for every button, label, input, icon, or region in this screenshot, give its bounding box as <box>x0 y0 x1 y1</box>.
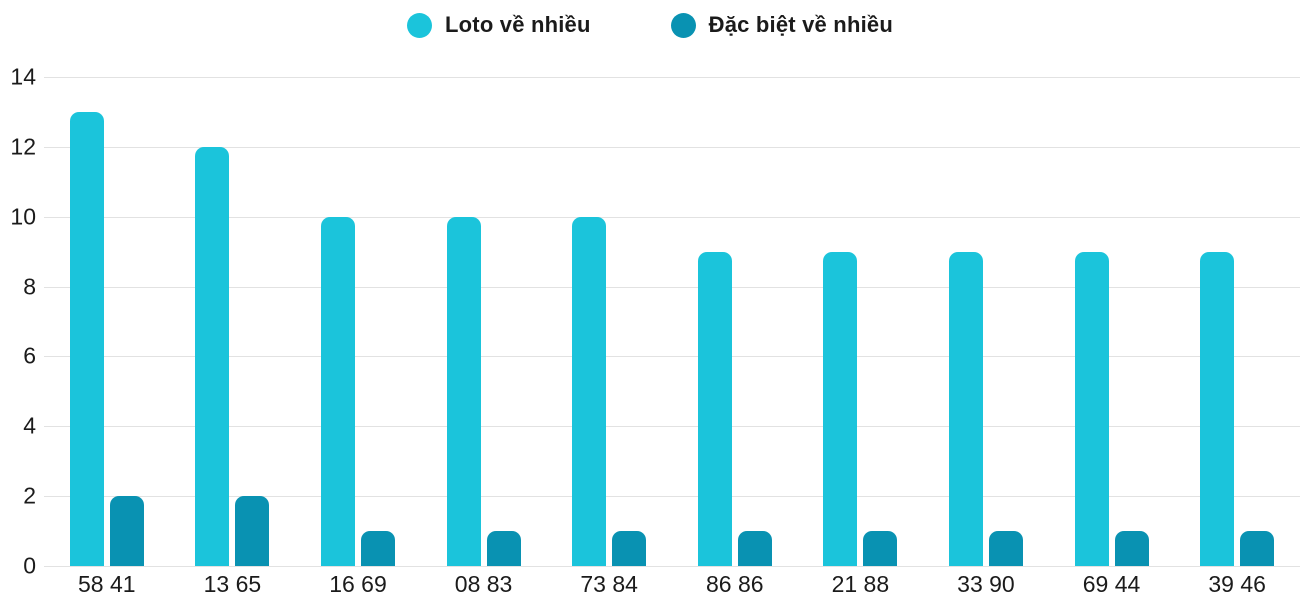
bar-group <box>798 77 924 566</box>
bar-group <box>421 77 547 566</box>
bar-loto[interactable] <box>1200 251 1235 566</box>
bar-loto[interactable] <box>823 251 858 566</box>
bar-group <box>1049 77 1175 566</box>
bar-loto[interactable] <box>446 216 481 566</box>
y-axis-tick-label: 4 <box>23 412 36 439</box>
y-axis-tick-label: 14 <box>10 63 36 90</box>
bar-dac-biet[interactable] <box>235 496 270 566</box>
x-axis-tick-label: 39 46 <box>1208 571 1266 597</box>
legend-item-loto[interactable]: Loto về nhiều <box>407 12 591 38</box>
x-axis-tick-label: 33 90 <box>957 571 1015 597</box>
gridline <box>44 146 1300 148</box>
x-axis-tick-label: 21 88 <box>831 571 890 597</box>
x-axis-tick-label: 73 84 <box>580 571 638 597</box>
bar-loto[interactable] <box>195 146 230 566</box>
gridline <box>44 426 1300 428</box>
bar-loto[interactable] <box>697 251 732 566</box>
x-axis-tick-label: 58 41 <box>78 571 136 597</box>
bar-loto[interactable] <box>572 216 607 566</box>
bar-group <box>1174 77 1300 566</box>
plot-area <box>44 77 1300 567</box>
bar-dac-biet[interactable] <box>1240 531 1275 566</box>
y-axis-tick-label: 6 <box>23 342 36 369</box>
bar-dac-biet[interactable] <box>612 531 647 566</box>
bar-dac-biet[interactable] <box>486 531 521 566</box>
legend-swatch <box>670 12 696 38</box>
bar-dac-biet[interactable] <box>1114 531 1149 566</box>
bar-loto[interactable] <box>320 216 355 566</box>
bar-dac-biet[interactable] <box>863 531 898 566</box>
y-axis-tick-label: 0 <box>23 552 36 579</box>
gridline <box>44 286 1300 288</box>
gridline <box>44 356 1300 358</box>
bar-dac-biet[interactable] <box>360 531 395 566</box>
bar-group <box>295 77 421 566</box>
x-axis-tick-label: 69 44 <box>1082 571 1141 597</box>
legend-label: Đặc biệt về nhiều <box>708 12 893 37</box>
gridline <box>44 216 1300 218</box>
bar-group <box>546 77 672 566</box>
x-axis: 58 41 13 65 16 69 08 83 73 84 86 86 21 88 33 90… <box>44 571 1300 598</box>
x-axis-tick-label: 86 86 <box>705 571 764 597</box>
chart-legend: Loto về nhiều Đặc biệt về nhiều <box>0 12 1300 38</box>
bars-row <box>44 77 1300 566</box>
bar-group <box>923 77 1049 566</box>
gridline <box>44 566 1300 567</box>
bar-dac-biet[interactable] <box>988 531 1023 566</box>
x-axis-tick-label: 16 69 <box>329 571 387 597</box>
y-axis: 0 2 4 6 8 10 12 14 <box>0 65 36 577</box>
bar-dac-biet[interactable] <box>737 531 772 566</box>
x-axis-tick-label: 13 65 <box>203 571 262 597</box>
bar-loto[interactable] <box>69 111 104 566</box>
x-axis-tick-label: 08 83 <box>454 571 513 597</box>
legend-swatch <box>407 12 433 38</box>
bar-group <box>170 77 296 566</box>
y-axis-tick-label: 10 <box>10 203 36 230</box>
gridline <box>44 496 1300 498</box>
bar-dac-biet[interactable] <box>109 496 144 566</box>
bar-group <box>672 77 798 566</box>
legend-item-dac-biet[interactable]: Đặc biệt về nhiều <box>670 12 893 38</box>
bar-loto[interactable] <box>1074 251 1109 566</box>
y-axis-tick-label: 2 <box>23 482 36 509</box>
bar-loto[interactable] <box>948 251 983 566</box>
y-axis-tick-label: 12 <box>10 133 36 160</box>
legend-label: Loto về nhiều <box>445 12 591 37</box>
bar-group <box>44 77 170 566</box>
gridline <box>44 77 1300 78</box>
y-axis-tick-label: 8 <box>23 273 36 300</box>
